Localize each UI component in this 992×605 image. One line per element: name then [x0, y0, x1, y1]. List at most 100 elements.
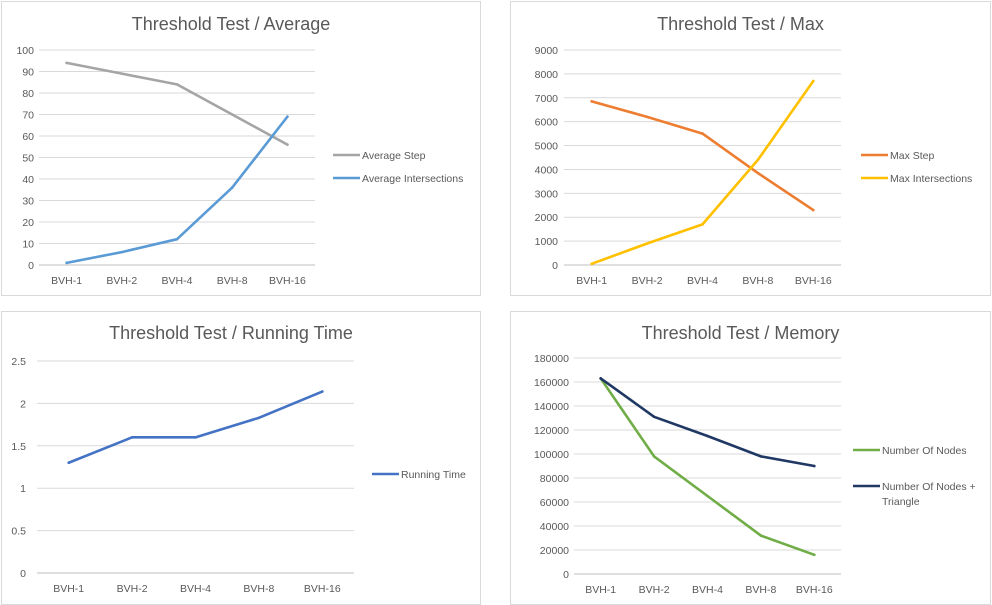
data-point [645, 115, 649, 119]
x-tick-label: BVH-2 [632, 275, 663, 287]
data-point [706, 434, 709, 438]
data-point [175, 83, 179, 86]
data-point [65, 61, 68, 65]
chart-panel-memory: Threshold Test / Memory 0 20000 40000 60000 8… [510, 311, 991, 605]
data-point [286, 115, 289, 118]
y-tick-label: 2 [20, 398, 26, 410]
y-tick-label: 70 [22, 110, 34, 122]
y-tick-label: 2.5 [11, 356, 26, 368]
data-point [706, 494, 709, 498]
x-tick-label: BVH-4 [162, 275, 193, 287]
data-point [813, 553, 816, 557]
data-point [175, 237, 179, 241]
y-tick-label: 80000 [540, 473, 569, 485]
x-tick-label: BVH-4 [180, 583, 211, 595]
x-tick-label: BVH-16 [269, 275, 306, 287]
chart-title: Threshold Test / Running Time [109, 323, 353, 343]
chart-memory: Threshold Test / Memory 0 20000 40000 60000 8… [534, 323, 976, 596]
series-line-average-intersections [65, 115, 289, 265]
y-tick-label: 140000 [534, 401, 569, 413]
y-tick-label: 30 [22, 196, 34, 208]
data-point [701, 132, 704, 135]
data-point [701, 223, 704, 226]
data-point [67, 461, 70, 465]
legend-label: Max Step [890, 150, 935, 162]
y-tick-label: 180000 [534, 353, 569, 365]
y-tick-label: 2000 [535, 212, 559, 224]
y-tick-label: 10 [22, 239, 34, 251]
data-point [120, 250, 124, 254]
y-tick-label: 0 [20, 568, 26, 580]
chart-panel-max: Threshold Test / Max 0 1000 2000 3000 4000 500… [510, 1, 991, 296]
data-point [590, 100, 593, 103]
legend-label: Max Intersections [890, 173, 972, 185]
y-tick-label: 4000 [535, 164, 559, 176]
y-tick-label: 60 [22, 131, 34, 143]
series-line-average-step [65, 61, 289, 146]
x-tick-label: BVH-1 [576, 275, 607, 287]
y-tick-label: 160000 [534, 377, 569, 389]
data-point [813, 464, 816, 468]
x-tick-label: BVH-2 [639, 584, 670, 596]
data-point [130, 436, 134, 439]
data-point [759, 534, 763, 537]
x-tick-label: BVH-16 [304, 583, 341, 595]
y-tick-label: 20000 [540, 545, 569, 557]
y-tick-label: 0 [552, 260, 558, 272]
legend-label: Number Of Nodes [882, 445, 967, 457]
data-point [812, 208, 815, 212]
chart-max: Threshold Test / Max 0 1000 2000 3000 4000 500… [535, 14, 973, 287]
y-tick-label: 1.5 [11, 441, 26, 453]
data-point [230, 186, 234, 189]
y-tick-label: 3000 [535, 188, 559, 200]
series-line-number-of-nodes [599, 377, 816, 557]
x-tick-label: BVH-4 [687, 275, 718, 287]
chart-title: Threshold Test / Average [132, 14, 330, 34]
data-point [756, 171, 760, 175]
x-tick-label: BVH-8 [243, 583, 274, 595]
y-tick-label: 5000 [535, 141, 559, 153]
series-line-running-time [67, 390, 324, 465]
data-point [599, 377, 602, 380]
y-tick-label: 0.5 [11, 526, 26, 538]
y-tick-label: 100000 [534, 449, 569, 461]
x-tick-label: BVH-8 [742, 275, 773, 287]
x-tick-label: BVH-2 [117, 583, 148, 595]
x-tick-label: BVH-4 [692, 584, 723, 596]
chart-running-time: Threshold Test / Running Time 0 0.5 1 1.5 2 2.… [11, 323, 466, 595]
y-tick-label: 50 [22, 153, 34, 165]
x-tick-label: BVH-1 [585, 584, 616, 596]
data-point [286, 143, 289, 146]
y-tick-label: 0 [28, 260, 34, 272]
y-tick-label: 40 [22, 174, 34, 186]
chart-panel-average: Threshold Test / Average 0 10 20 30 40 50 60 70 8… [1, 1, 481, 296]
y-tick-label: 8000 [535, 69, 559, 81]
legend-label: Running Time [401, 469, 466, 481]
legend-label: Triangle [882, 496, 920, 508]
chart-title: Threshold Test / Max [657, 14, 824, 34]
y-tick-label: 90 [22, 67, 34, 79]
data-point [230, 113, 234, 116]
y-tick-label: 9000 [535, 45, 559, 57]
data-point [652, 455, 656, 458]
data-point [257, 416, 261, 420]
data-point [812, 79, 815, 83]
y-tick-label: 1 [20, 483, 26, 495]
legend-label: Number Of Nodes + [882, 481, 976, 493]
legend-label: Average Step [362, 150, 426, 162]
x-tick-label: BVH-2 [106, 275, 137, 287]
data-point [65, 261, 68, 265]
y-tick-label: 40000 [540, 521, 569, 533]
data-point [194, 436, 197, 439]
x-tick-label: BVH-8 [745, 584, 776, 596]
data-point [759, 455, 763, 458]
x-tick-label: BVH-16 [796, 584, 833, 596]
y-tick-label: 120000 [534, 425, 569, 437]
y-tick-label: 20 [22, 217, 34, 229]
y-tick-label: 7000 [535, 93, 559, 105]
data-point [321, 390, 324, 393]
data-point [756, 158, 760, 162]
y-tick-label: 0 [563, 569, 569, 581]
y-tick-label: 100 [16, 45, 34, 57]
x-tick-label: BVH-1 [51, 275, 82, 287]
